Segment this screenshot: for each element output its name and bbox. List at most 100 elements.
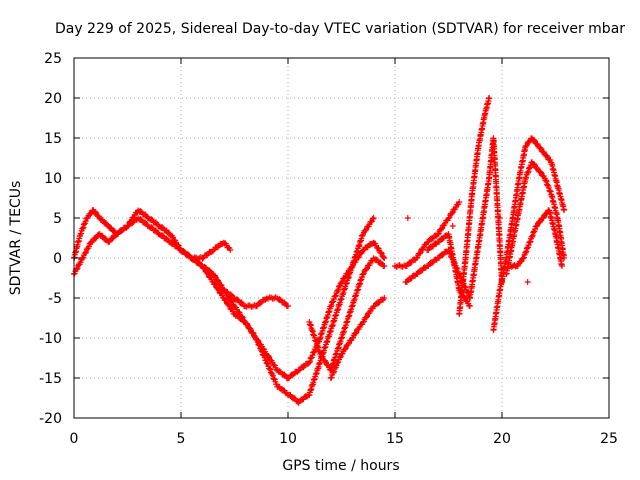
- data-point: [337, 354, 344, 361]
- data-point: [372, 256, 379, 263]
- data-point: [537, 168, 544, 175]
- y-tick-label: 0: [53, 251, 62, 267]
- data-point: [107, 224, 114, 231]
- data-point: [307, 355, 314, 362]
- x-tick-label: 25: [600, 431, 618, 447]
- data-point: [92, 208, 99, 215]
- data-point: [204, 269, 211, 276]
- data-point: [354, 254, 361, 261]
- data-point: [352, 330, 359, 337]
- data-point: [381, 295, 388, 301]
- axis-ticks: [73, 57, 610, 419]
- outlier-point: [524, 279, 531, 285]
- data-point: [330, 369, 337, 376]
- data-point: [445, 215, 452, 222]
- y-tick-label: 20: [44, 91, 62, 107]
- data-point: [328, 302, 335, 309]
- series-track-i: [424, 231, 473, 309]
- outlier-point: [449, 223, 456, 229]
- data-point: [87, 210, 94, 217]
- data-point: [334, 288, 341, 295]
- data-point: [333, 362, 340, 369]
- data-point: [148, 216, 155, 223]
- data-point: [257, 300, 264, 307]
- data-point: [543, 152, 550, 159]
- y-tick-labels: -20 -15 -10 -5 0 5 10 15 20 25: [39, 51, 62, 427]
- data-point: [73, 266, 80, 273]
- x-tick-label: 20: [493, 431, 511, 447]
- data-point: [118, 228, 125, 235]
- data-point: [262, 296, 269, 303]
- data-point: [185, 251, 192, 258]
- data-point: [227, 291, 234, 298]
- series-track-c: [178, 247, 290, 310]
- data-point: [539, 215, 546, 222]
- data-point: [227, 247, 234, 253]
- data-point: [434, 231, 441, 238]
- data-point: [359, 247, 366, 254]
- data-point: [267, 366, 274, 373]
- data-point: [254, 336, 261, 343]
- data-point: [129, 220, 136, 227]
- x-tick-labels: 0 5 10 15 20 25: [70, 431, 618, 447]
- data-point: [137, 216, 144, 223]
- data-point: [456, 199, 463, 205]
- data-point: [137, 208, 144, 215]
- data-points: [71, 95, 568, 406]
- y-tick-label: 5: [53, 211, 62, 227]
- x-tick-label: 5: [177, 431, 186, 447]
- data-point: [439, 252, 446, 259]
- data-point: [98, 216, 105, 223]
- data-point: [558, 263, 565, 269]
- data-point: [363, 314, 370, 321]
- data-point: [522, 143, 529, 150]
- series-track-n: [507, 207, 565, 270]
- x-tick-label: 0: [70, 431, 79, 447]
- data-point: [466, 303, 473, 309]
- data-point: [332, 293, 339, 300]
- y-tick-label: -20: [39, 411, 62, 427]
- data-point: [92, 235, 99, 242]
- y-tick-label: -15: [39, 371, 62, 387]
- data-point: [561, 207, 568, 213]
- x-tick-label: 15: [386, 431, 404, 447]
- data-point: [322, 357, 329, 364]
- data-point: [334, 360, 341, 367]
- data-point: [195, 259, 202, 266]
- data-point: [82, 250, 89, 257]
- data-point: [329, 299, 336, 306]
- y-tick-label: 25: [44, 51, 62, 67]
- data-point: [285, 303, 291, 309]
- data-point: [428, 259, 435, 266]
- data-point: [362, 227, 369, 234]
- data-point: [276, 368, 283, 375]
- series-track-l: [490, 135, 567, 333]
- data-point: [330, 368, 337, 375]
- x-axis-label: GPS time / hours: [282, 458, 399, 474]
- data-point: [148, 224, 155, 231]
- data-point: [199, 255, 206, 262]
- outlier-point: [496, 215, 503, 221]
- data-point: [74, 265, 81, 272]
- grid-lines: [74, 58, 609, 418]
- data-point: [517, 258, 524, 265]
- data-point: [83, 249, 90, 256]
- data-point: [359, 271, 366, 278]
- plot-frame: [73, 57, 610, 419]
- data-point: [526, 139, 533, 146]
- series-track-m: [503, 159, 567, 277]
- series-track-g: [392, 201, 462, 270]
- data-point: [201, 265, 208, 272]
- x-tick-label: 10: [279, 431, 297, 447]
- data-point: [380, 254, 387, 261]
- outlier-point: [404, 215, 411, 221]
- series-track-d: [199, 239, 387, 382]
- data-point: [530, 136, 537, 143]
- data-point: [306, 359, 313, 366]
- chart-title: Day 229 of 2025, Sidereal Day-to-day VTE…: [55, 21, 625, 37]
- y-tick-label: -5: [48, 291, 62, 307]
- y-axis-label: SDTVAR / TECUs: [8, 181, 24, 296]
- data-point: [243, 321, 250, 328]
- y-tick-label: 15: [44, 131, 62, 147]
